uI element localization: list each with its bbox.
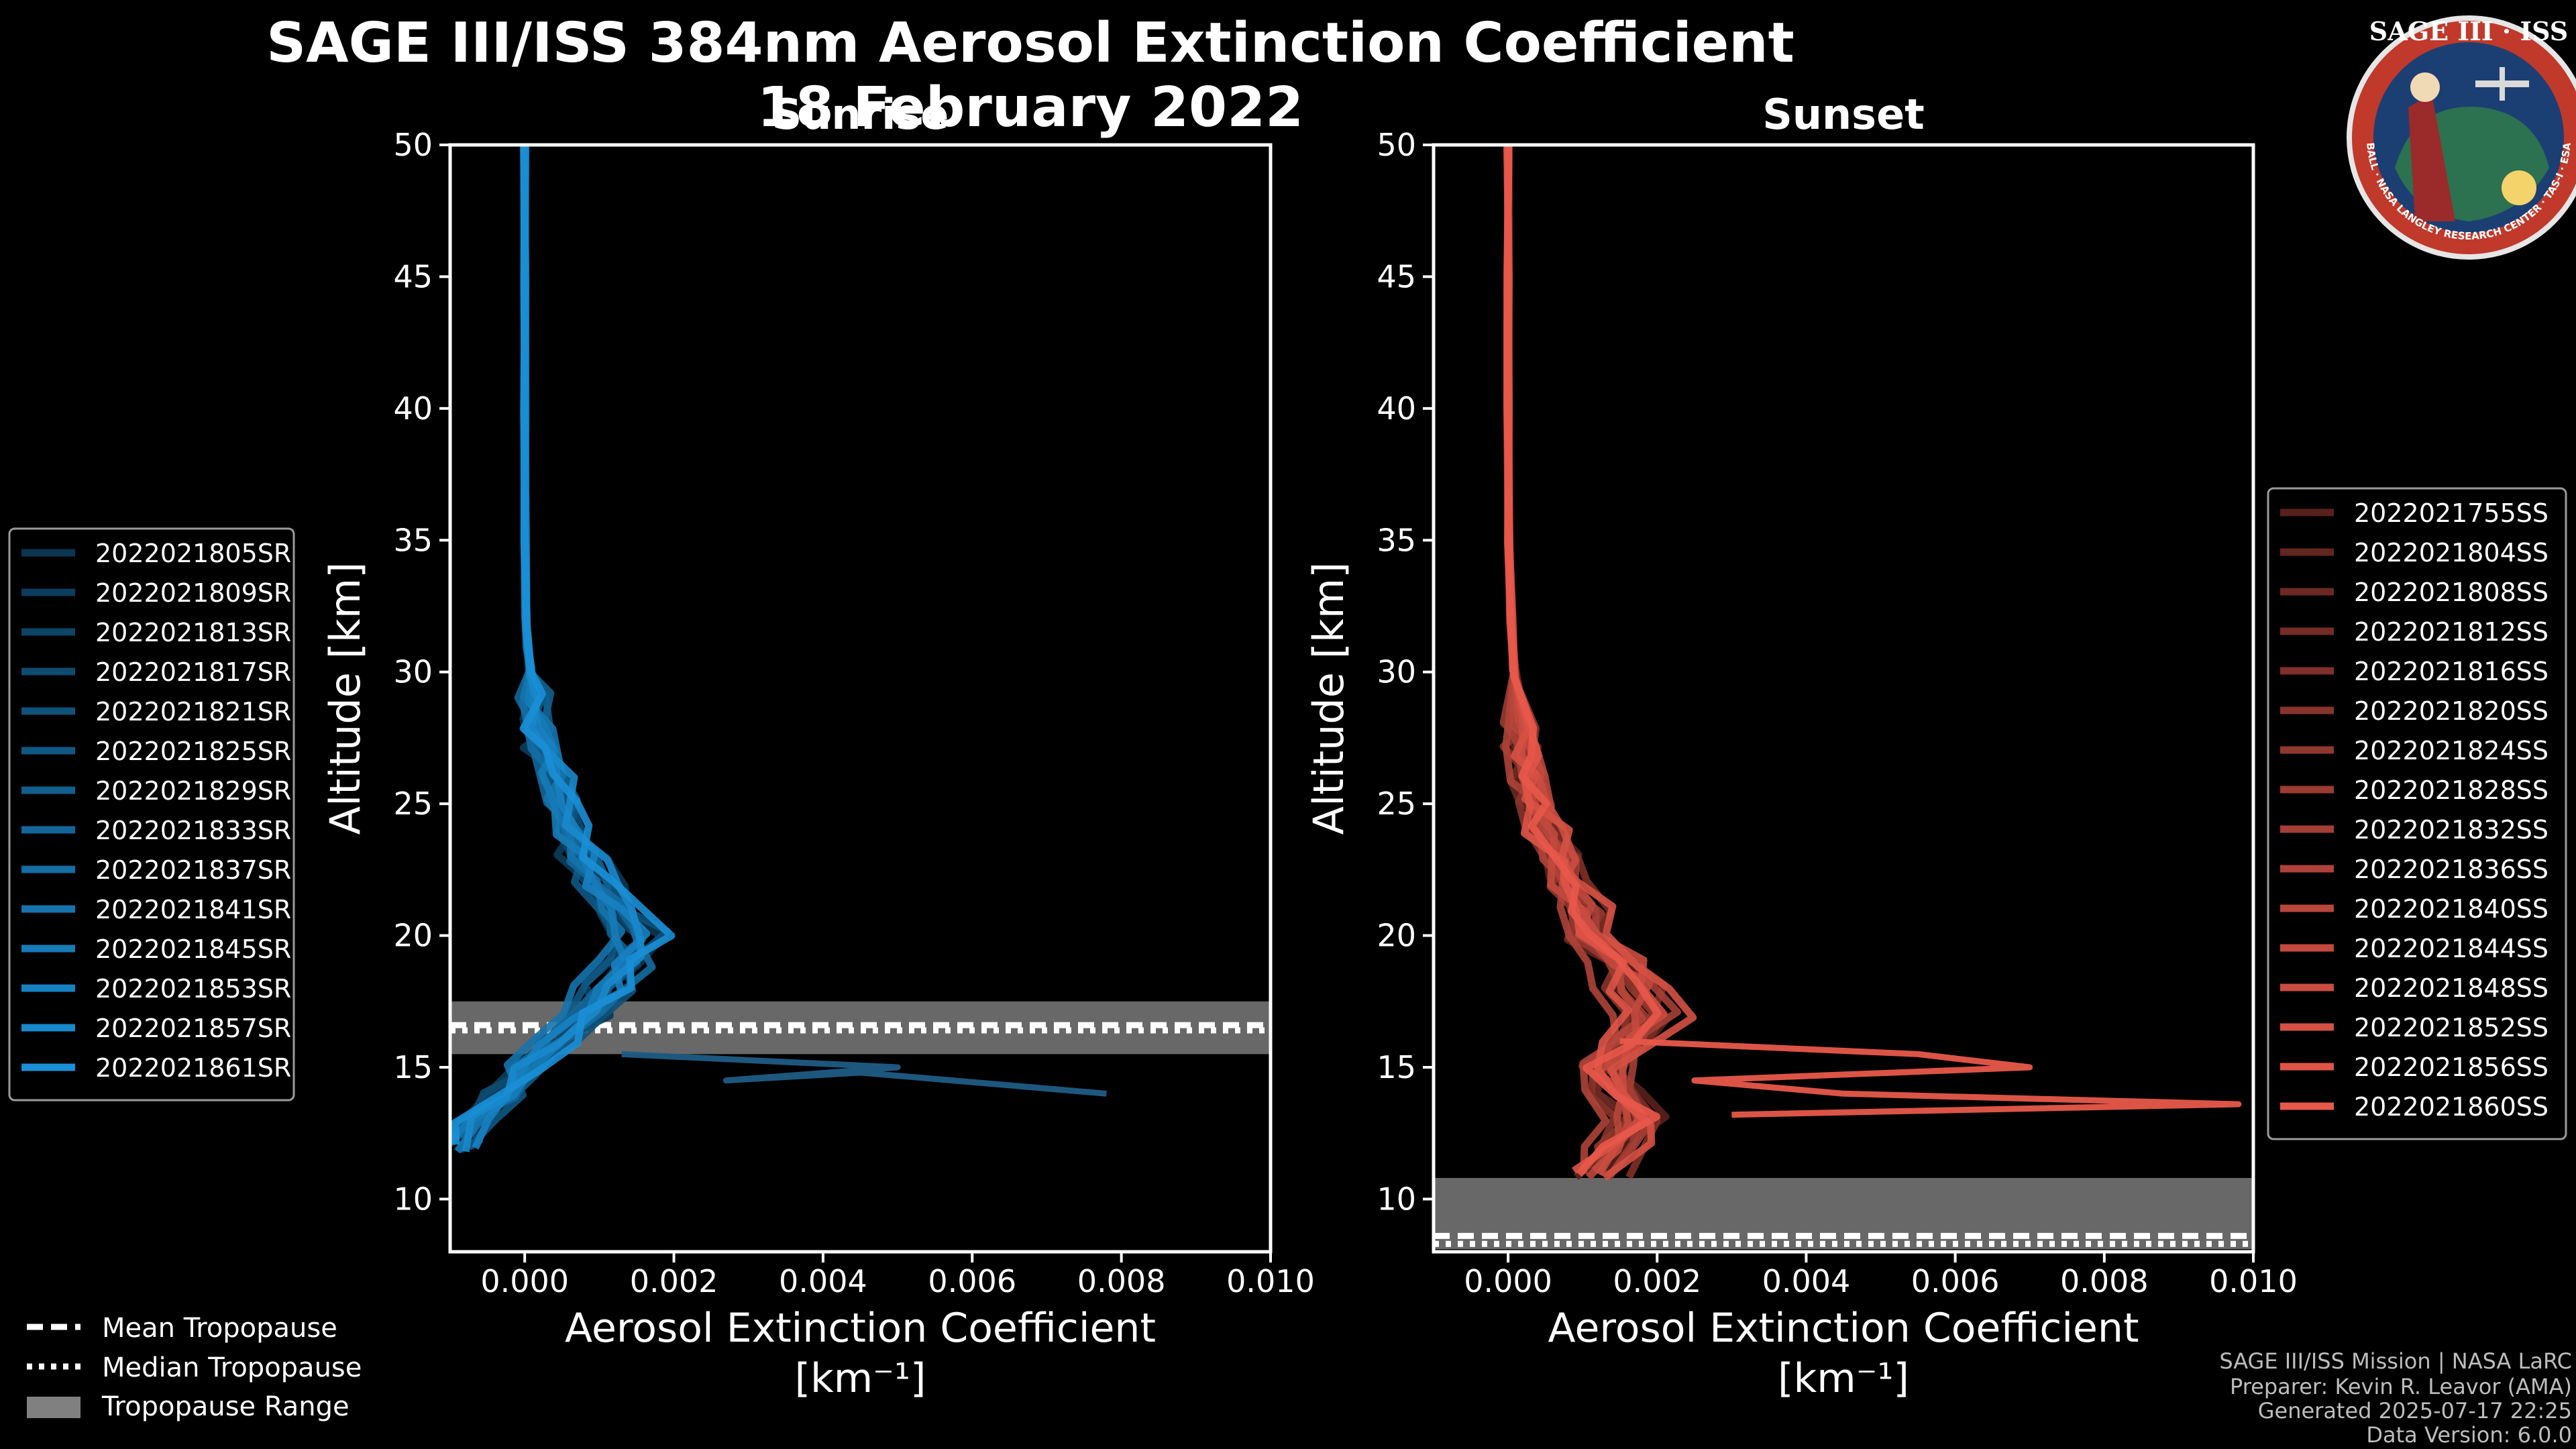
- legend-label: 2022021837SR: [95, 855, 291, 885]
- legend-label: 2022021840SS: [2354, 894, 2548, 924]
- legend-label: 2022021857SR: [95, 1014, 291, 1043]
- logo-text: SAGE III · ISS: [2369, 16, 2568, 46]
- footer-preparer: Preparer: Kevin R. Leavor (AMA): [2230, 1374, 2572, 1399]
- legend-label: 2022021845SR: [95, 934, 291, 964]
- series-legend-sunset: 2022021755SS 2022021804SS 2022021808SS 2022…: [2267, 487, 2567, 1140]
- sage-logo: SAGE III · ISS BALL · NASA LANGLEY RESEA…: [2347, 15, 2576, 260]
- legend-label: 2022021817SR: [95, 657, 291, 687]
- y-tick-label: 45: [393, 258, 433, 294]
- y-tick-label: 35: [393, 522, 433, 558]
- legend-label: 2022021852SS: [2354, 1013, 2548, 1042]
- legend-box: [8, 527, 295, 1102]
- y-tick-label: 15: [1377, 1049, 1416, 1085]
- legend-label: 2022021820SS: [2354, 696, 2548, 726]
- y-tick-label: 20: [393, 918, 433, 954]
- panel-title-sunset: Sunset: [1762, 90, 1925, 139]
- legend-label: 2022021861SR: [95, 1053, 291, 1083]
- x-axis-unit: [km⁻¹]: [795, 1355, 926, 1402]
- x-axis-label: Aerosol Extinction Coefficient: [565, 1305, 1156, 1352]
- legend-label: 2022021841SR: [95, 895, 291, 924]
- axes-frame: [448, 143, 1273, 1254]
- x-tick-label: 0.006: [1911, 1263, 2000, 1299]
- x-tick-label: 0.002: [630, 1263, 718, 1299]
- tropopause-legend: Mean Tropopause Median Tropopause Tropop…: [27, 1313, 362, 1422]
- x-tick-label: 0.006: [928, 1263, 1016, 1299]
- legend-label: 2022021805SR: [95, 539, 291, 568]
- legend-label: 2022021833SR: [95, 816, 291, 845]
- profile-line: [1503, 145, 1662, 1177]
- chart-date: 18 February 2022: [757, 76, 1303, 140]
- panel-title-sunrise: Sunrise: [772, 90, 949, 139]
- median-tropopause-label: Median Tropopause: [102, 1352, 362, 1383]
- x-tick-label: 0.004: [779, 1263, 867, 1299]
- legend-label: 2022021853SR: [95, 974, 291, 1004]
- legend-label: 2022021804SS: [2354, 538, 2548, 568]
- profile-spike-line: [1619, 1038, 2242, 1118]
- legend-label: 2022021813SR: [95, 618, 291, 647]
- x-tick-label: 0.008: [1077, 1263, 1166, 1299]
- legend-label: 2022021825SR: [95, 737, 291, 766]
- mean-tropopause-label: Mean Tropopause: [102, 1313, 337, 1344]
- legend-label: 2022021832SS: [2354, 815, 2548, 845]
- axes-frame: [1432, 143, 2255, 1254]
- y-tick-label: 50: [1377, 127, 1416, 163]
- chart-title: SAGE III/ISS 384nm Aerosol Extinction Co…: [266, 11, 1794, 75]
- x-tick-label: 0.000: [480, 1263, 569, 1299]
- legend-label: 2022021809SR: [95, 578, 291, 608]
- panels: Sunrise 10 15 20 25 30 35 40 45 50 0.000 0.002 0.004…: [8, 90, 2567, 1402]
- y-tick-label: 30: [1377, 654, 1416, 690]
- footer-generated: Generated 2025-07-17 22:25: [2258, 1398, 2572, 1424]
- legend-label: 2022021821SR: [95, 697, 291, 727]
- y-axis-label: Altitude [km]: [321, 562, 370, 835]
- y-tick-label: 50: [393, 127, 433, 163]
- y-tick-label: 25: [393, 786, 433, 822]
- footer-mission: SAGE III/ISS Mission | NASA LaRC: [2219, 1348, 2572, 1374]
- x-tick-label: 0.002: [1613, 1263, 1701, 1299]
- panel-sunrise: Sunrise 10 15 20 25 30 35 40 45 50 0.000 0.002 0.004…: [8, 90, 1315, 1402]
- tropopause-range-label: Tropopause Range: [101, 1391, 350, 1422]
- legend-label: 2022021812SS: [2354, 617, 2548, 647]
- x-tick-label: 0.010: [2209, 1263, 2298, 1299]
- y-tick-label: 45: [1377, 258, 1416, 294]
- y-tick-label: 35: [1377, 522, 1416, 558]
- x-tick-label: 0.004: [1762, 1263, 1851, 1299]
- panel-sunset: Sunset 10 15 20 25 30 35 40 45 50 0.000 0.002 0.004 0…: [1304, 90, 2567, 1402]
- legend-label: 2022021808SS: [2354, 578, 2548, 607]
- x-tick-label: 0.010: [1226, 1263, 1315, 1299]
- x-tick-label: 0.008: [2060, 1263, 2149, 1299]
- legend-label: 2022021755SS: [2354, 498, 2548, 528]
- legend-label: 2022021836SS: [2354, 855, 2548, 884]
- legend-box: [2267, 487, 2567, 1140]
- profile-spike-line: [621, 1051, 1107, 1097]
- legend-label: 2022021828SS: [2354, 775, 2548, 805]
- y-tick-label: 15: [393, 1049, 433, 1085]
- legend-label: 2022021848SS: [2354, 973, 2548, 1003]
- y-tick-label: 30: [393, 654, 433, 690]
- legend-label: 2022021856SS: [2354, 1053, 2548, 1082]
- profiles-sunrise: [450, 145, 1107, 1154]
- profiles-sunset: [1499, 145, 2242, 1181]
- y-tick-label: 40: [1377, 390, 1416, 427]
- footer-version: Data Version: 6.0.0: [2366, 1422, 2572, 1448]
- x-axis-label: Aerosol Extinction Coefficient: [1548, 1305, 2139, 1352]
- y-tick-label: 20: [1377, 918, 1416, 954]
- legend-label: 2022021816SS: [2354, 657, 2548, 686]
- profile-line: [451, 145, 676, 1145]
- footer: SAGE III/ISS Mission | NASA LaRC Prepare…: [2219, 1348, 2572, 1448]
- y-axis-label: Altitude [km]: [1304, 562, 1353, 835]
- legend-label: 2022021824SS: [2354, 736, 2548, 765]
- series-legend-sunrise: 2022021805SR 2022021809SR 2022021813SR 2022…: [8, 527, 295, 1102]
- legend-label: 2022021829SR: [95, 776, 291, 806]
- y-tick-label: 10: [1377, 1181, 1416, 1217]
- y-tick-label: 10: [393, 1181, 433, 1217]
- legend-label: 2022021860SS: [2354, 1092, 2548, 1122]
- legend-label: 2022021844SS: [2354, 934, 2548, 963]
- y-tick-label: 40: [393, 390, 433, 427]
- tropopause-range-swatch: [27, 1397, 80, 1418]
- x-tick-label: 0.000: [1464, 1263, 1552, 1299]
- x-axis-unit: [km⁻¹]: [1778, 1355, 1909, 1402]
- y-tick-label: 25: [1377, 786, 1416, 822]
